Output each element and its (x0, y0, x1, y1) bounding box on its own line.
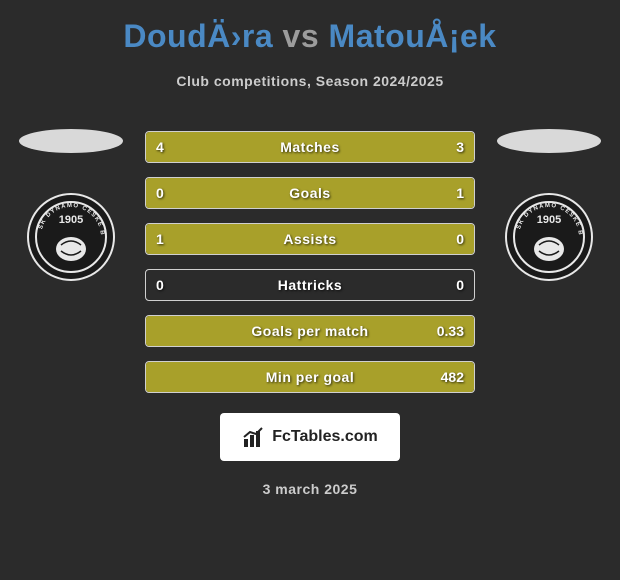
player1-club-badge: SK DYNAMO ČESKÉ BUDĚJOVICE 1905 (27, 193, 115, 281)
stat-value-left: 4 (156, 139, 164, 155)
stat-value-right: 0 (456, 277, 464, 293)
bar-right (333, 132, 474, 162)
footer-date: 3 march 2025 (0, 481, 620, 497)
comparison-content: SK DYNAMO ČESKÉ BUDĚJOVICE 1905 4 Matches… (0, 131, 620, 393)
right-player-col: SK DYNAMO ČESKÉ BUDĚJOVICE 1905 (493, 131, 605, 393)
stat-label: Assists (283, 231, 336, 247)
player1-avatar (19, 129, 123, 153)
stat-row: 0 Goals 1 (145, 177, 475, 209)
stat-value-right: 0.33 (437, 323, 464, 339)
stat-label: Goals per match (251, 323, 368, 339)
stat-value-left: 1 (156, 231, 164, 247)
player2-name: MatouÅ¡ek (329, 18, 497, 54)
stat-row: Min per goal 482 (145, 361, 475, 393)
subtitle: Club competitions, Season 2024/2025 (0, 73, 620, 89)
page-title: DoudÄ›ra vs MatouÅ¡ek (0, 0, 620, 55)
svg-text:SK DYNAMO ČESKÉ BUDĚJOVICE: SK DYNAMO ČESKÉ BUDĚJOVICE (505, 193, 583, 236)
stat-label: Matches (280, 139, 340, 155)
player2-club-badge: SK DYNAMO ČESKÉ BUDĚJOVICE 1905 (505, 193, 593, 281)
chart-icon (242, 425, 266, 449)
stat-row: Goals per match 0.33 (145, 315, 475, 347)
stat-label: Min per goal (266, 369, 354, 385)
stat-value-left: 0 (156, 185, 164, 201)
vs-label: vs (283, 18, 320, 54)
left-player-col: SK DYNAMO ČESKÉ BUDĚJOVICE 1905 (15, 131, 127, 393)
player1-name: DoudÄ›ra (123, 18, 273, 54)
stat-label: Goals (289, 185, 330, 201)
stat-row: 1 Assists 0 (145, 223, 475, 255)
stat-row: 0 Hattricks 0 (145, 269, 475, 301)
svg-text:SK DYNAMO ČESKÉ BUDĚJOVICE: SK DYNAMO ČESKÉ BUDĚJOVICE (27, 193, 105, 236)
stat-label: Hattricks (278, 277, 342, 293)
stat-value-right: 0 (456, 231, 464, 247)
stat-value-right: 1 (456, 185, 464, 201)
brand-text: FcTables.com (272, 428, 378, 446)
stats-column: 4 Matches 3 0 Goals 1 1 Assists 0 0 Hattricks 0 Goal… (145, 131, 475, 393)
stat-value-right: 482 (441, 369, 464, 385)
stat-value-right: 3 (456, 139, 464, 155)
stat-value-left: 0 (156, 277, 164, 293)
stat-row: 4 Matches 3 (145, 131, 475, 163)
player2-avatar (497, 129, 601, 153)
brand-logo: FcTables.com (220, 413, 400, 461)
